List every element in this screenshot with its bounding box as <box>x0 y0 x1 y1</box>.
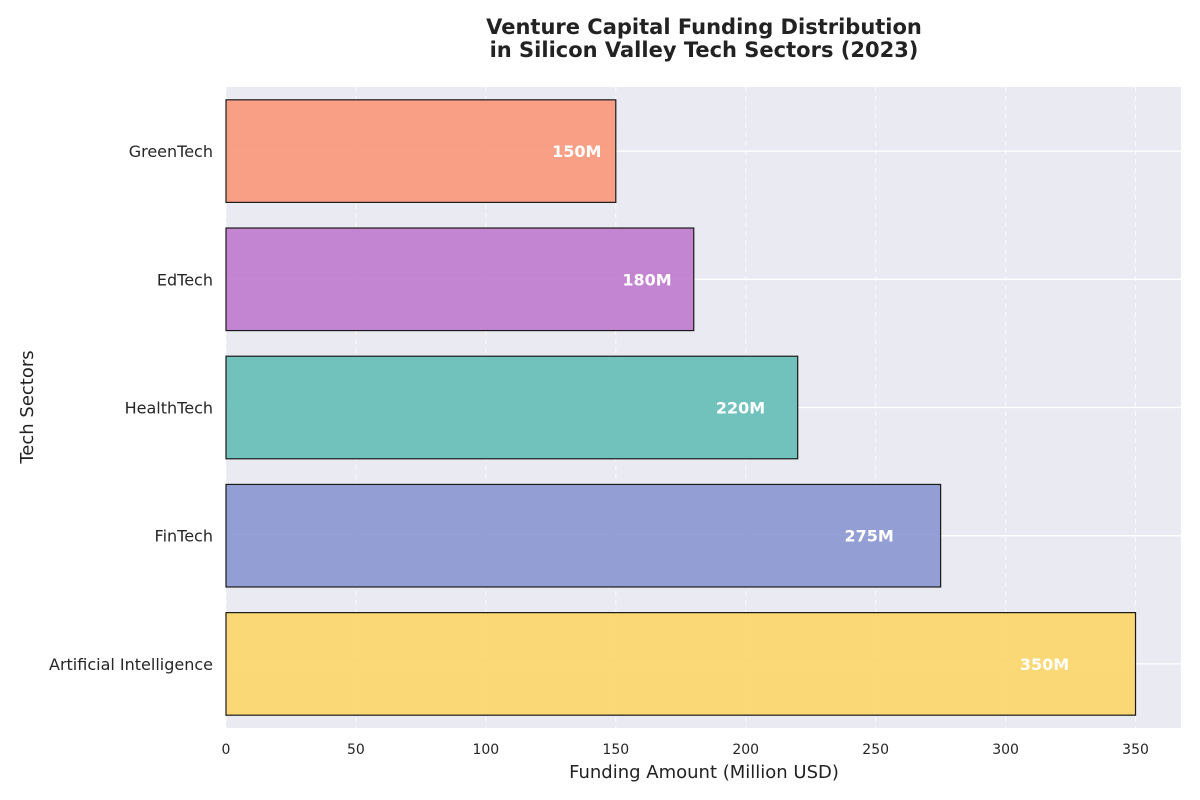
bars: 350M 275M 220M 180M 150M <box>225 99 1137 716</box>
bar-value-label-2: 220M <box>716 399 765 418</box>
y-tick-label-3: EdTech <box>157 270 213 289</box>
y-tick-label-2: HealthTech <box>125 399 213 418</box>
bar-0 <box>225 612 1137 716</box>
bar-4 <box>225 99 617 203</box>
bar-value-label-0: 350M <box>1020 655 1069 674</box>
bar-2 <box>225 355 799 460</box>
bar-3 <box>225 227 695 332</box>
chart-title-line-1: Venture Capital Funding Distribution <box>486 15 922 39</box>
bar-value-label-4: 150M <box>552 142 601 161</box>
bar-value-label-3: 180M <box>622 270 671 289</box>
x-tick-label-5: 250 <box>862 742 889 758</box>
y-tick-label-1: FinTech <box>155 527 213 546</box>
bar-value-label-1: 275M <box>844 527 893 546</box>
x-tick-label-3: 150 <box>602 742 629 758</box>
x-tick-label-4: 200 <box>732 742 759 758</box>
x-axis-label: Funding Amount (Million USD) <box>569 762 839 783</box>
chart-title-line-2: in Silicon Valley Tech Sectors (2023) <box>490 38 919 62</box>
x-tick-label-6: 300 <box>992 742 1019 758</box>
x-tick-label-2: 100 <box>472 742 499 758</box>
y-axis-categories: Artificial Intelligence FinTech HealthTech… <box>49 142 213 674</box>
x-tick-label-7: 350 <box>1122 742 1149 758</box>
bar-1 <box>225 483 942 588</box>
x-axis-ticks: 0 50 100 150 200 250 300 350 <box>222 742 1149 758</box>
x-tick-label-0: 0 <box>222 742 231 758</box>
chart-title: Venture Capital Funding Distribution in … <box>486 15 922 62</box>
y-tick-label-4: GreenTech <box>129 142 213 161</box>
y-axis-label: Tech Sectors <box>17 350 38 464</box>
x-tick-label-1: 50 <box>347 742 365 758</box>
y-tick-label-0: Artificial Intelligence <box>49 655 213 674</box>
